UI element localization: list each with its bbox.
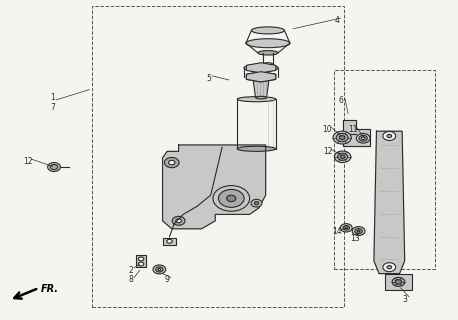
- Circle shape: [392, 277, 405, 286]
- Bar: [163, 238, 176, 245]
- Circle shape: [334, 151, 351, 163]
- Circle shape: [164, 157, 179, 168]
- Ellipse shape: [244, 64, 278, 71]
- Circle shape: [356, 133, 370, 143]
- Circle shape: [158, 268, 161, 270]
- Circle shape: [172, 216, 185, 225]
- Circle shape: [169, 160, 175, 165]
- Ellipse shape: [237, 146, 276, 151]
- Circle shape: [339, 136, 345, 140]
- Ellipse shape: [251, 27, 284, 34]
- Polygon shape: [253, 77, 269, 98]
- Circle shape: [333, 131, 351, 144]
- Text: 12: 12: [23, 157, 32, 166]
- Circle shape: [138, 257, 144, 261]
- Circle shape: [357, 230, 360, 232]
- Circle shape: [153, 265, 166, 274]
- Circle shape: [361, 137, 365, 140]
- Ellipse shape: [246, 39, 290, 48]
- Ellipse shape: [237, 97, 276, 102]
- Circle shape: [352, 227, 365, 236]
- Ellipse shape: [253, 76, 269, 79]
- Circle shape: [48, 163, 60, 172]
- Text: 6: 6: [339, 96, 344, 105]
- Circle shape: [338, 153, 348, 160]
- Circle shape: [383, 263, 396, 272]
- Text: 14: 14: [332, 228, 342, 236]
- Text: 4: 4: [334, 16, 339, 25]
- Circle shape: [156, 267, 163, 272]
- Ellipse shape: [258, 51, 278, 55]
- Text: FR.: FR.: [41, 284, 59, 294]
- Polygon shape: [343, 120, 370, 146]
- Text: 5: 5: [206, 74, 211, 83]
- Ellipse shape: [263, 63, 273, 65]
- Bar: [385, 274, 412, 290]
- Circle shape: [167, 239, 172, 243]
- Text: 3: 3: [403, 295, 408, 304]
- Circle shape: [340, 155, 345, 158]
- Circle shape: [227, 195, 236, 202]
- Circle shape: [138, 262, 144, 266]
- Text: 10: 10: [322, 125, 333, 134]
- Polygon shape: [246, 63, 276, 73]
- Text: 2: 2: [128, 266, 133, 275]
- Ellipse shape: [256, 96, 267, 99]
- Circle shape: [395, 280, 402, 284]
- Text: 1
7: 1 7: [50, 93, 55, 112]
- Circle shape: [251, 199, 262, 207]
- Circle shape: [343, 226, 349, 230]
- Circle shape: [218, 189, 244, 207]
- Circle shape: [176, 219, 181, 223]
- Bar: [136, 255, 146, 267]
- Circle shape: [254, 202, 259, 205]
- Text: 13: 13: [350, 234, 360, 243]
- Circle shape: [387, 134, 392, 138]
- Circle shape: [50, 164, 58, 170]
- Circle shape: [383, 132, 396, 140]
- Polygon shape: [246, 72, 276, 82]
- Text: 8: 8: [128, 276, 133, 284]
- Bar: [92, 6, 344, 307]
- Polygon shape: [246, 72, 276, 82]
- Polygon shape: [374, 131, 405, 274]
- Circle shape: [213, 186, 250, 211]
- Circle shape: [359, 135, 367, 141]
- Circle shape: [355, 228, 362, 234]
- Circle shape: [340, 224, 352, 232]
- Circle shape: [345, 227, 348, 229]
- Bar: [334, 70, 435, 269]
- Circle shape: [387, 266, 392, 269]
- Text: 11: 11: [348, 125, 357, 134]
- Text: 12: 12: [323, 148, 332, 156]
- Circle shape: [336, 133, 348, 142]
- Text: 9: 9: [165, 276, 169, 284]
- Polygon shape: [163, 145, 266, 229]
